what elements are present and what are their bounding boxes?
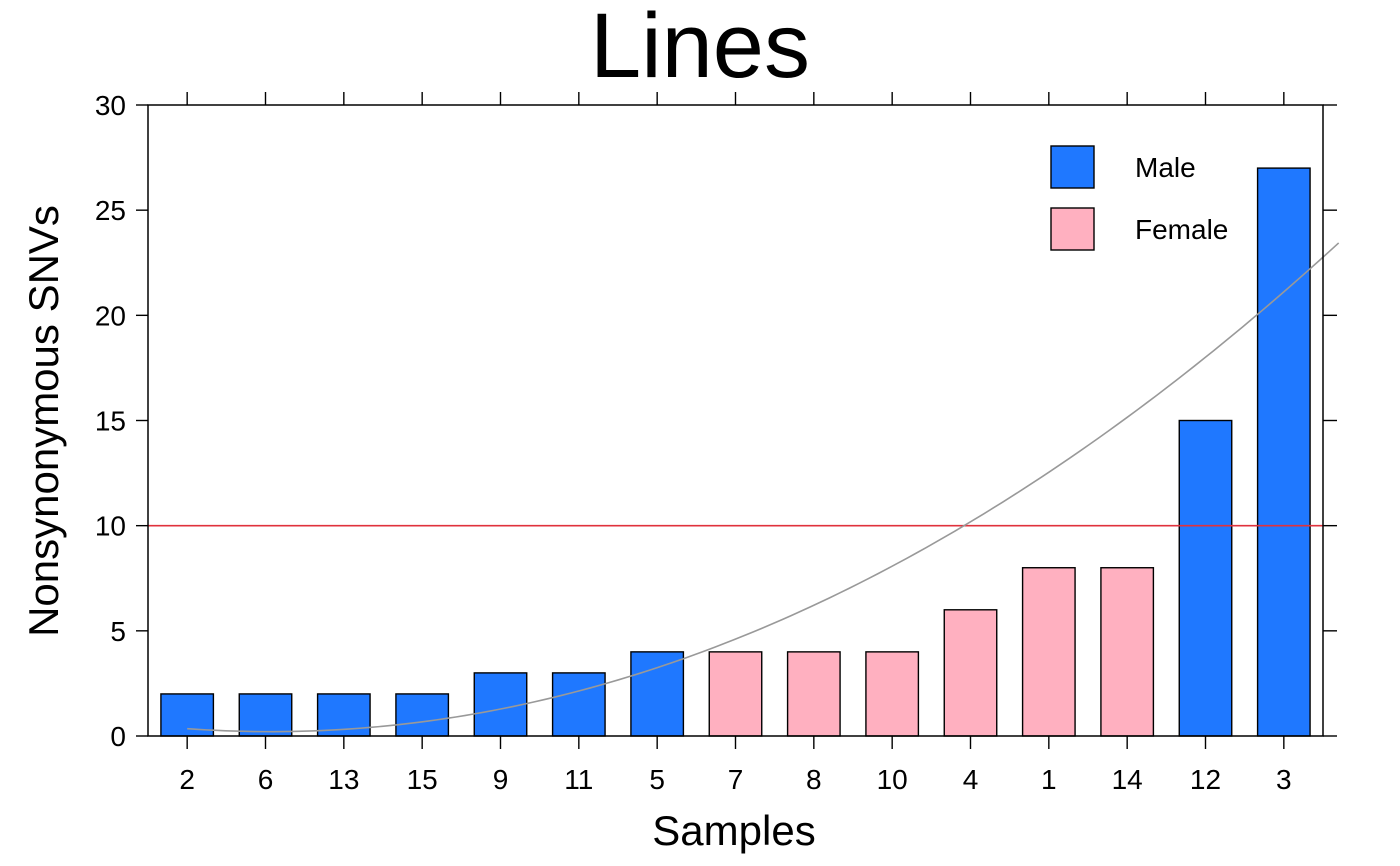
x-tick-label-13: 13	[328, 764, 359, 795]
legend-label-female: Female	[1135, 214, 1228, 245]
x-tick-label-3: 3	[1276, 764, 1292, 795]
bar-3	[1256, 167, 1311, 737]
y-tick-label-25: 25	[95, 195, 126, 226]
bar-8	[786, 651, 841, 737]
bar-6	[238, 693, 293, 737]
legend-label-male: Male	[1135, 152, 1196, 183]
y-axis: 0 5 10 15 20 25 30	[95, 90, 1337, 752]
bar-4	[943, 609, 998, 737]
x-tick-label-11: 11	[564, 764, 593, 795]
chart-title: Lines	[590, 0, 810, 97]
x-tick-label-9: 9	[493, 764, 509, 795]
y-axis-label: Nonsynonymous SNVs	[20, 205, 67, 637]
x-tick-label-6: 6	[258, 764, 274, 795]
trend-curve	[187, 242, 1340, 733]
bar-1	[1021, 567, 1076, 737]
y-tick-label-15: 15	[95, 406, 126, 437]
x-tick-label-7: 7	[728, 764, 744, 795]
x-tick-label-10: 10	[877, 764, 908, 795]
bar-12	[1178, 419, 1233, 737]
y-tick-label-30: 30	[95, 90, 126, 121]
x-tick-label-4: 4	[963, 764, 979, 795]
legend-swatch-female	[1050, 207, 1095, 251]
y-tick-label-10: 10	[95, 511, 126, 542]
bar-7	[708, 651, 763, 737]
bar-5	[630, 651, 685, 737]
bar-14	[1100, 567, 1155, 737]
bar-11	[551, 672, 606, 737]
y-tick-label-0: 0	[110, 721, 126, 752]
y-tick-label-5: 5	[110, 616, 126, 647]
legend: Male Female	[1050, 145, 1228, 251]
x-tick-label-5: 5	[649, 764, 665, 795]
x-tick-label-14: 14	[1112, 764, 1143, 795]
bar-15	[395, 693, 450, 737]
x-axis: 2 6 13 15 9 11 5 7 8 10 4 1 14 12 3	[179, 92, 1292, 795]
x-tick-label-15: 15	[407, 764, 438, 795]
bar-9	[473, 672, 528, 737]
x-tick-label-1: 1	[1041, 764, 1057, 795]
y-tick-label-20: 20	[95, 300, 126, 331]
x-axis-label: Samples	[652, 807, 815, 854]
x-tick-label-8: 8	[806, 764, 822, 795]
bars-group	[160, 167, 1311, 737]
x-tick-label-12: 12	[1190, 764, 1221, 795]
x-tick-label-2: 2	[179, 764, 195, 795]
legend-swatch-male	[1050, 145, 1095, 189]
bar-10	[865, 651, 920, 737]
